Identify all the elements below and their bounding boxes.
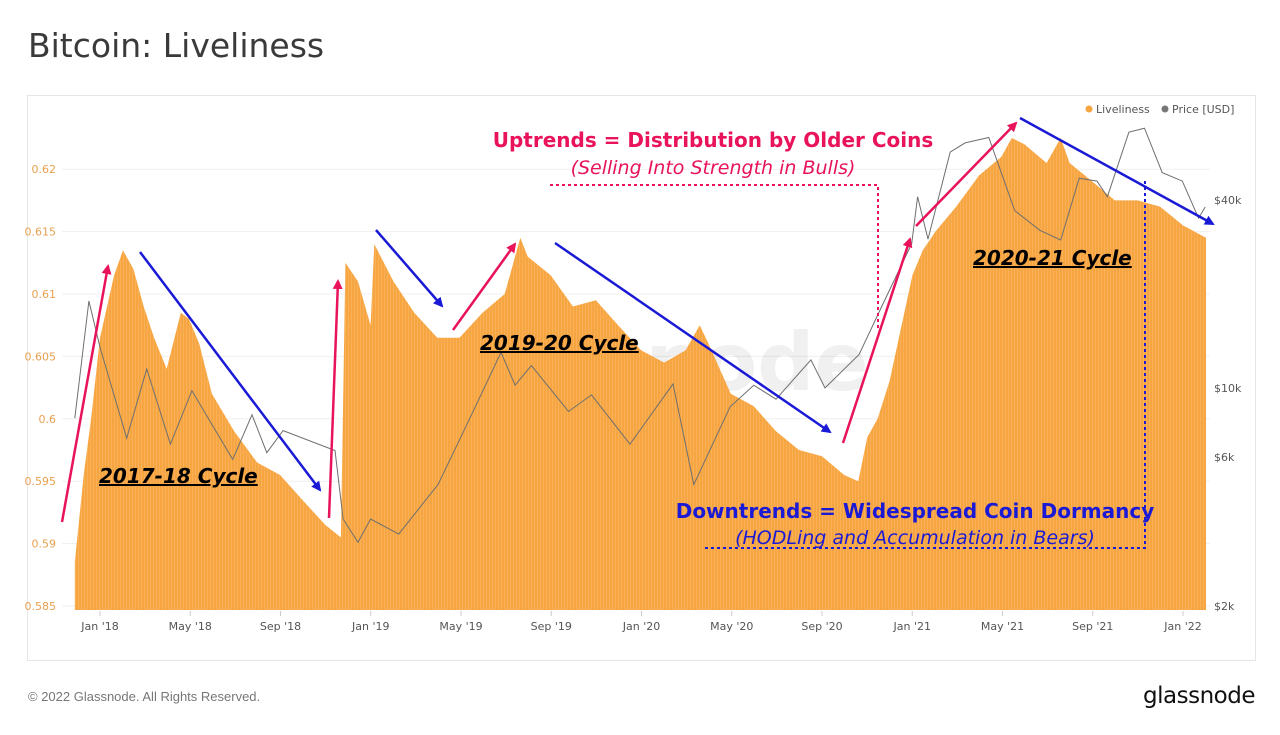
uptrend-arrow — [451, 242, 517, 331]
uptrend-arrow — [327, 279, 343, 519]
y-left-tick: 0.595 — [25, 475, 57, 488]
y-left-tick: 0.585 — [25, 600, 57, 613]
downtrend-subtitle: (HODLing and Accumulation in Bears) — [735, 527, 1095, 549]
downtrend-title: Downtrends = Widespread Coin Dormancy — [676, 499, 1155, 523]
x-tick-label: Jan '20 — [622, 620, 660, 633]
y-left-tick: 0.605 — [25, 350, 57, 363]
y-right-tick: $10k — [1214, 382, 1242, 395]
x-tick-label: Sep '19 — [531, 620, 572, 633]
cycle-label-2017-18: 2017-18 Cycle — [99, 464, 258, 488]
uptrend-guide — [550, 184, 879, 330]
legend-price[interactable]: Price [USD] — [1172, 103, 1234, 116]
y-left-tick: 0.61 — [32, 288, 57, 301]
x-axis: Jan '18 May '18 Sep '18 Jan '19 May '19 Sep '… — [80, 611, 1202, 633]
x-tick-label: Jan '18 — [80, 620, 118, 633]
legend-liveliness[interactable]: Liveliness — [1096, 103, 1150, 116]
x-tick-label: May '20 — [710, 620, 753, 633]
downtrend-arrow — [1019, 116, 1215, 226]
downtrend-arrow — [139, 251, 322, 492]
liveliness-area — [74, 138, 1206, 610]
x-tick-label: Sep '18 — [260, 620, 301, 633]
downtrend-arrow — [554, 241, 832, 434]
legend-liveliness-swatch — [1085, 105, 1093, 113]
x-tick-label: May '18 — [169, 620, 212, 633]
glassnode-logo[interactable]: glassnode — [1143, 683, 1255, 709]
cycle-label-2019-20: 2019-20 Cycle — [480, 331, 639, 355]
downtrend-arrows — [139, 116, 1215, 492]
legend-price-swatch — [1161, 105, 1169, 113]
downtrend-guide — [705, 180, 1146, 549]
y-left-tick: 0.59 — [32, 538, 57, 551]
chart-frame — [27, 95, 1256, 661]
x-tick-label: Sep '21 — [1072, 620, 1113, 633]
y-right-tick: $2k — [1214, 600, 1235, 613]
x-tick-label: Jan '19 — [351, 620, 389, 633]
x-tick-label: Jan '22 — [1163, 620, 1201, 633]
downtrend-arrow — [375, 229, 444, 308]
x-tick-label: May '21 — [981, 620, 1024, 633]
uptrend-title: Uptrends = Distribution by Older Coins — [493, 128, 934, 152]
y-left-tick: 0.6 — [39, 413, 57, 426]
page-title: Bitcoin: Liveliness — [28, 26, 325, 65]
x-tick-label: Sep '20 — [801, 620, 842, 633]
y-left-tick: 0.62 — [32, 163, 57, 176]
uptrend-arrow — [841, 237, 913, 444]
uptrend-arrow — [60, 264, 112, 523]
y-right-tick: $6k — [1214, 451, 1235, 464]
x-tick-label: May '19 — [439, 620, 482, 633]
uptrend-arrows — [60, 121, 1018, 523]
price-line — [74, 127, 1206, 544]
uptrend-subtitle: (Selling Into Strength in Bulls) — [571, 157, 856, 179]
y-right-tick: $40k — [1214, 194, 1242, 207]
right-axis: $2k $6k $10k $40k — [1214, 194, 1242, 613]
uptrend-arrow — [915, 121, 1018, 227]
left-axis: 0.585 0.59 0.595 0.6 0.605 0.61 0.615 0.62 — [25, 163, 57, 613]
cycle-label-2020-21: 2020-21 Cycle — [973, 246, 1132, 270]
y-left-tick: 0.615 — [25, 226, 57, 239]
x-tick-label: Jan '21 — [893, 620, 931, 633]
copyright-footer: © 2022 Glassnode. All Rights Reserved. — [28, 689, 261, 704]
